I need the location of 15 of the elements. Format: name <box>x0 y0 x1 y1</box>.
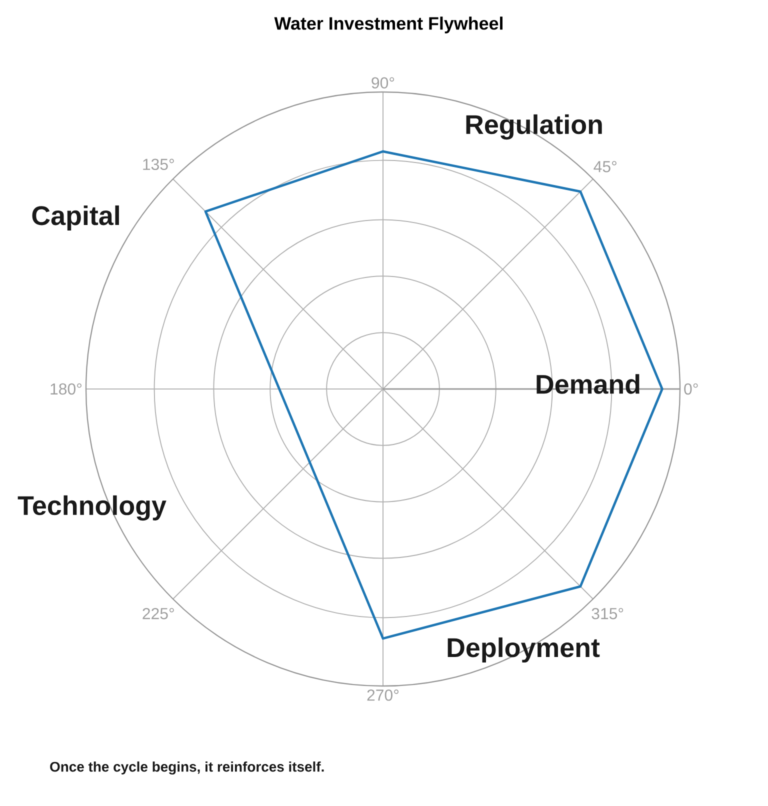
spoke-label: 0° <box>684 383 698 395</box>
spoke-label: 225° <box>142 608 174 620</box>
text: Regulation <box>466 114 602 140</box>
text: Demand <box>536 374 640 394</box>
text: Capital <box>32 205 119 231</box>
text: Once the cycle begins, it reinforces itself. <box>50 761 324 775</box>
spoke-label: 315° <box>592 608 624 620</box>
chart-title: Water Investment Flywheel <box>274 16 502 34</box>
spoke-label: 180° <box>50 383 82 395</box>
spoke-label: 45° <box>594 160 616 172</box>
spoke-label: 135° <box>143 158 174 170</box>
text: Deployment <box>448 637 600 663</box>
spoke-label: 270° <box>367 690 399 701</box>
text: Technology <box>18 495 166 521</box>
spoke-label: 90° <box>372 77 394 88</box>
